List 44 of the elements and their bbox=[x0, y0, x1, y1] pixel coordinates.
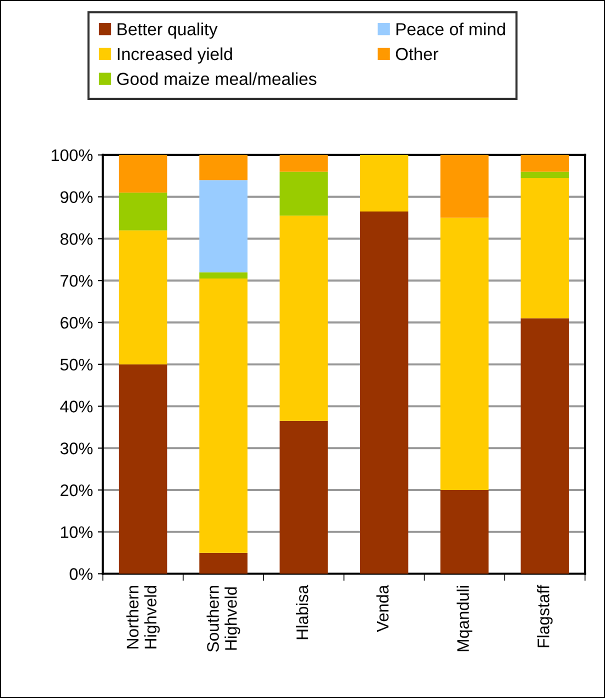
y-tick-label: 70% bbox=[60, 274, 93, 287]
bar bbox=[520, 172, 569, 178]
bar bbox=[118, 364, 168, 574]
bar bbox=[199, 154, 248, 180]
bar bbox=[520, 318, 569, 574]
x-tick-label: Venda bbox=[376, 584, 389, 632]
y-tick-label: 80% bbox=[60, 233, 93, 245]
bar bbox=[520, 154, 569, 172]
bar bbox=[118, 230, 168, 364]
y-tick-label: 90% bbox=[60, 191, 93, 204]
bar bbox=[280, 172, 328, 216]
y-tick-label: 10% bbox=[61, 526, 93, 538]
legend-label: Peace of mind bbox=[396, 22, 505, 36]
x-tick-label: Northern Highveld bbox=[126, 586, 160, 648]
legend-label: Increased yield bbox=[118, 47, 232, 64]
bar bbox=[440, 218, 489, 490]
bar bbox=[118, 154, 168, 193]
x-tick-label: Hlabisa bbox=[296, 584, 308, 640]
bar bbox=[199, 278, 248, 553]
y-tick-label: 30% bbox=[60, 442, 93, 454]
x-tick-label: Flagstaff bbox=[537, 584, 553, 648]
bar bbox=[440, 154, 489, 218]
bar bbox=[360, 211, 408, 574]
bar bbox=[199, 180, 248, 272]
legend-label: Other bbox=[396, 47, 438, 60]
y-tick-label: 0% bbox=[70, 568, 93, 580]
bar bbox=[360, 154, 408, 212]
bar bbox=[520, 178, 569, 318]
y-tick-label: 50% bbox=[60, 358, 93, 371]
x-tick-label: Mqanduli bbox=[456, 586, 472, 652]
y-tick-label: 40% bbox=[60, 400, 93, 412]
bar bbox=[440, 490, 489, 574]
legend-label: Good maize meal/mealies bbox=[117, 72, 316, 86]
bar bbox=[199, 272, 248, 278]
bar bbox=[280, 154, 328, 172]
y-tick-label: 60% bbox=[60, 316, 93, 329]
x-tick-label: Southern Highveld bbox=[206, 586, 240, 652]
y-tick-label: 100% bbox=[52, 149, 93, 162]
bar bbox=[280, 216, 328, 421]
y-tick-label: 20% bbox=[60, 484, 93, 496]
bar bbox=[199, 552, 248, 574]
legend-label: Better quality bbox=[118, 22, 218, 39]
bar bbox=[280, 420, 328, 574]
bar bbox=[118, 192, 168, 230]
